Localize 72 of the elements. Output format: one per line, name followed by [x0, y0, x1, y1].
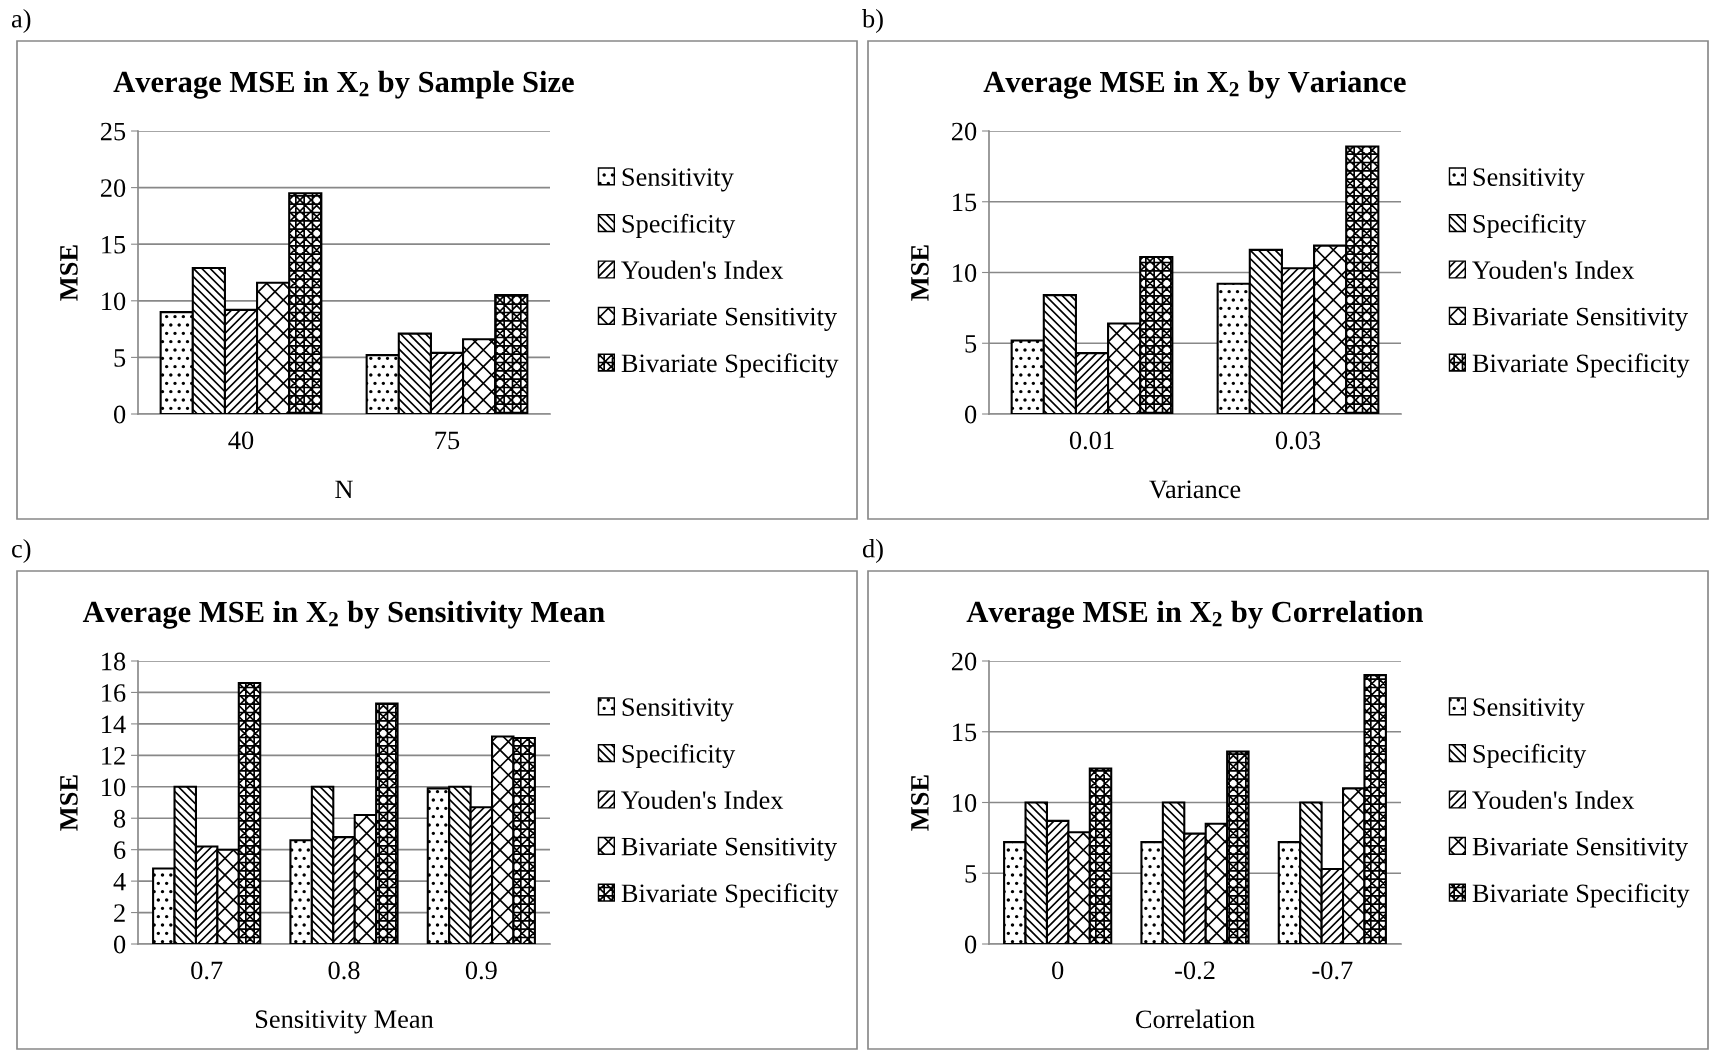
legend-label: Bivariate Specificity — [1472, 353, 1690, 378]
legend-label: Bivariate Specificity — [1472, 883, 1690, 908]
text: b) — [862, 9, 883, 33]
x-tick-label: -0.2 — [1175, 961, 1215, 980]
y-tick-label: 25 — [100, 122, 126, 141]
x-axis-title: Sensitivity Mean — [255, 1010, 434, 1034]
text: d) — [862, 539, 883, 563]
y-tick-label: 20 — [951, 652, 977, 671]
legend-label: Youden's Index — [621, 260, 784, 280]
x-tick-label: 0 — [1052, 961, 1064, 980]
legend-label: Specificity — [622, 743, 736, 769]
legend-label: Specificity — [622, 213, 736, 239]
legend-label: Sensitivity — [622, 168, 734, 192]
legend-label: Bivariate Sensitivity — [621, 837, 838, 861]
legend-label: Specificity — [1473, 743, 1587, 769]
x-tick-label: 0.03 — [1275, 431, 1321, 450]
legend-label: Youden's Index — [621, 790, 784, 810]
legend-label: Youden's Index — [1472, 790, 1635, 810]
text: a) — [11, 9, 31, 33]
chart-title: Average MSE in X$_{2}$ by Variance — [983, 70, 1406, 99]
x-tick-label: 75 — [435, 431, 460, 450]
y-tick-label: 8 — [114, 809, 126, 828]
x-axis-title: Correlation — [1135, 1009, 1255, 1029]
y-tick-label: 0 — [114, 935, 126, 954]
y-tick-label: 10 — [102, 778, 126, 797]
legend-label: Specificity — [1473, 213, 1587, 239]
y-tick-label: 5 — [965, 335, 977, 353]
x-tick-label: 0.01 — [1069, 431, 1114, 450]
x-tick-label: 0.8 — [328, 961, 360, 980]
y-tick-label: 20 — [951, 122, 977, 141]
legend-label: Sensitivity — [622, 698, 734, 722]
y-axis-title: MSE — [60, 245, 78, 301]
x-axis-title: Variance — [1149, 480, 1241, 499]
y-tick-label: 6 — [114, 841, 126, 860]
x-tick-label: 0.9 — [465, 961, 497, 980]
y-tick-label: 15 — [953, 193, 977, 212]
y-tick-label: 18 — [102, 652, 126, 671]
legend-label: Bivariate Specificity — [621, 883, 839, 908]
y-tick-label: 2 — [114, 904, 125, 922]
text: c) — [12, 539, 31, 563]
y-tick-label: 10 — [953, 794, 977, 812]
y-tick-label: 12 — [102, 747, 125, 765]
legend-label: Sensitivity — [1473, 168, 1585, 192]
y-tick-label: 15 — [102, 235, 126, 254]
x-tick-label: -0.7 — [1312, 961, 1353, 980]
chart-title: Average MSE in X$_{2}$ by Sample Size — [113, 70, 574, 99]
y-tick-label: 20 — [100, 179, 126, 198]
y-axis-title: MSE — [911, 775, 929, 831]
y-tick-label: 0 — [114, 405, 126, 424]
y-tick-label: 14 — [102, 715, 126, 734]
legend-label: Sensitivity — [1473, 698, 1585, 722]
chart-title: Average MSE in X$_{2}$ by Correlation — [966, 600, 1424, 629]
chart-title: Average MSE in X$_{2}$ by Sensitivity Mean — [82, 600, 605, 629]
y-tick-label: 5 — [114, 349, 126, 367]
legend-label: Youden's Index — [1472, 260, 1635, 280]
x-axis-title: N — [335, 480, 353, 498]
y-tick-label: 4 — [113, 872, 126, 891]
y-tick-label: 0 — [965, 935, 977, 954]
y-axis-title: MSE — [60, 775, 78, 831]
legend-label: Bivariate Sensitivity — [1472, 307, 1689, 331]
legend-label: Bivariate Sensitivity — [621, 307, 838, 331]
y-tick-label: 5 — [965, 865, 977, 883]
y-tick-label: 15 — [953, 723, 977, 742]
y-tick-label: 0 — [965, 405, 977, 424]
y-tick-label: 10 — [102, 292, 126, 311]
legend-label: Bivariate Sensitivity — [1472, 837, 1689, 861]
x-tick-label: 40 — [228, 431, 254, 450]
x-tick-label: 0.7 — [191, 961, 223, 980]
y-tick-label: 10 — [953, 264, 977, 282]
legend-label: Bivariate Specificity — [621, 353, 839, 378]
y-axis-title: MSE — [911, 245, 929, 301]
y-tick-label: 16 — [102, 684, 126, 702]
